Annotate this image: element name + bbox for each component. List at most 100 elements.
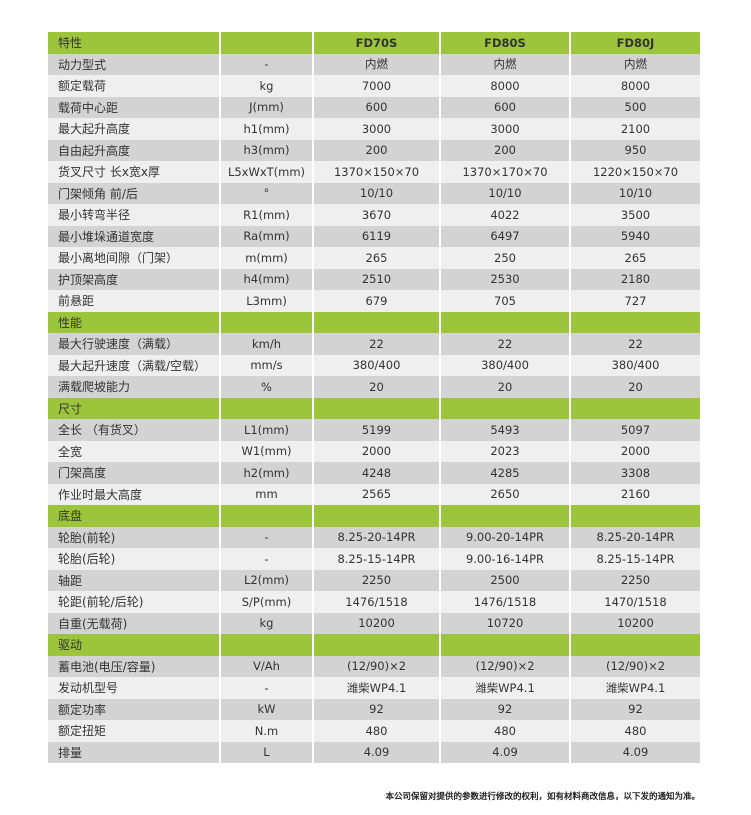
table-row: 满载爬坡能力% 20 20 20 [48, 376, 700, 398]
spec-label: 轮胎(后轮) [48, 548, 221, 570]
spec-label: 发动机型号 [48, 677, 221, 699]
value-fd70s: 4248 [313, 462, 441, 484]
value-fd80j: 265 [570, 247, 700, 269]
value-fd80j: 950 [570, 139, 700, 161]
value-fd80j: 2100 [570, 118, 700, 140]
spec-unit: L [220, 741, 314, 763]
spec-label: 全长 （有货叉） [48, 419, 221, 441]
spec-label: 作业时最大高度 [48, 483, 221, 505]
value-fd80j: 8.25-20-14PR [570, 526, 700, 548]
table-row: 前悬距 L3mm) 679 705 727 [48, 290, 700, 312]
value-fd80s: 200 [440, 139, 571, 161]
value-fd70s: 265 [313, 247, 441, 269]
value-fd70s: 2250 [313, 569, 441, 591]
spec-label: 自由起升高度 [48, 139, 221, 161]
table-row: 额定功率 kW 92 92 92 [48, 698, 700, 720]
section-header: 尺寸 [48, 397, 700, 419]
model-header: FD80J [570, 32, 700, 54]
spec-unit: h4(mm) [220, 268, 314, 290]
spec-unit: L2(mm) [220, 569, 314, 591]
table-row: 最大起升高度 h1(mm) 3000 3000 2100 [48, 118, 700, 140]
value-fd80s: 8000 [440, 75, 571, 97]
spec-label: 轮距(前轮/后轮) [48, 591, 221, 613]
value-fd70s: 5199 [313, 419, 441, 441]
model-header [440, 397, 571, 419]
value-fd80j: 1470/1518 [570, 591, 700, 613]
value-fd80j: 1220×150×70 [570, 161, 700, 183]
spec-unit: h2(mm) [220, 462, 314, 484]
table-row: 全宽 W1(mm) 2000 2023 2000 [48, 440, 700, 462]
spec-unit: kg [220, 75, 314, 97]
value-fd70s: 潍柴WP4.1 [313, 677, 441, 699]
section-header: 特性 FD70S FD80S FD80J [48, 32, 700, 54]
spec-unit: km/h [220, 333, 314, 355]
spec-label: 轴距 [48, 569, 221, 591]
value-fd80j: 3308 [570, 462, 700, 484]
spec-unit: Ra(mm) [220, 225, 314, 247]
table-row: 自重(无载荷) kg 10200 10720 10200 [48, 612, 700, 634]
section-title: 底盘 [48, 505, 221, 527]
table-row: 最大起升速度（满载/空载） mm/s 380/400 380/400 380/400 [48, 354, 700, 376]
spec-unit: mm [220, 483, 314, 505]
spec-label: 最小转弯半径 [48, 204, 221, 226]
spec-unit: m(mm) [220, 247, 314, 269]
model-header [440, 634, 571, 656]
table-row: 最小转弯半径 R1(mm) 3670 4022 3500 [48, 204, 700, 226]
table-row: 动力型式 - 内燃 内燃 内燃 [48, 53, 700, 75]
value-fd80j: 20 [570, 376, 700, 398]
value-fd80s: 2650 [440, 483, 571, 505]
section-title: 尺寸 [48, 397, 221, 419]
value-fd70s: 10200 [313, 612, 441, 634]
spec-label: 门架高度 [48, 462, 221, 484]
spec-unit: % [220, 376, 314, 398]
value-fd70s: 2510 [313, 268, 441, 290]
spec-label: 蓄电池(电压/容量) [48, 655, 221, 677]
value-fd80j: 2000 [570, 440, 700, 462]
table-row: 最小堆垛通道宽度 Ra(mm) 6119 6497 5940 [48, 225, 700, 247]
spec-label: 载荷中心距 [48, 96, 221, 118]
value-fd70s: 200 [313, 139, 441, 161]
value-fd70s: 1476/1518 [313, 591, 441, 613]
value-fd70s: 679 [313, 290, 441, 312]
model-header [313, 505, 441, 527]
spec-label: 护顶架高度 [48, 268, 221, 290]
spec-label: 额定功率 [48, 698, 221, 720]
value-fd70s: 22 [313, 333, 441, 355]
value-fd80j: 22 [570, 333, 700, 355]
value-fd80s: 内燃 [440, 53, 571, 75]
value-fd80s: 2500 [440, 569, 571, 591]
value-fd80s: 22 [440, 333, 571, 355]
spec-unit: h1(mm) [220, 118, 314, 140]
value-fd70s: 92 [313, 698, 441, 720]
spec-label: 轮胎(前轮) [48, 526, 221, 548]
section-blank [220, 505, 314, 527]
value-fd80j: 2160 [570, 483, 700, 505]
value-fd80s: 2530 [440, 268, 571, 290]
value-fd80s: 1370×170×70 [440, 161, 571, 183]
value-fd80j: 10200 [570, 612, 700, 634]
table-row: 轮胎(前轮) -8.25-20-14PR 9.00-20-14PR 8.25-20-1… [48, 526, 700, 548]
table-row: 护顶架高度 h4(mm) 2510 2530 2180 [48, 268, 700, 290]
spec-unit: V/Ah [220, 655, 314, 677]
spec-unit: J(mm) [220, 96, 314, 118]
spec-unit: L5xWxT(mm) [220, 161, 314, 183]
spec-unit: S/P(mm) [220, 591, 314, 613]
spec-label: 最大起升高度 [48, 118, 221, 140]
value-fd80j: 2180 [570, 268, 700, 290]
value-fd80j: 380/400 [570, 354, 700, 376]
spec-label: 全宽 [48, 440, 221, 462]
value-fd80s: 5493 [440, 419, 571, 441]
value-fd80j: 10/10 [570, 182, 700, 204]
spec-label: 前悬距 [48, 290, 221, 312]
table-row: 排量 L 4.09 4.09 4.09 [48, 741, 700, 763]
spec-label: 动力型式 [48, 53, 221, 75]
table-row: 发动机型号 - 潍柴WP4.1 潍柴WP4.1 潍柴WP4.1 [48, 677, 700, 699]
value-fd80s: 4022 [440, 204, 571, 226]
value-fd80s: 9.00-20-14PR [440, 526, 571, 548]
spec-label: 最小堆垛通道宽度 [48, 225, 221, 247]
value-fd70s: 600 [313, 96, 441, 118]
spec-unit: ° [220, 182, 314, 204]
value-fd80j: 8.25-15-14PR [570, 548, 700, 570]
value-fd80s: (12/90)×2 [440, 655, 571, 677]
value-fd70s: 6119 [313, 225, 441, 247]
